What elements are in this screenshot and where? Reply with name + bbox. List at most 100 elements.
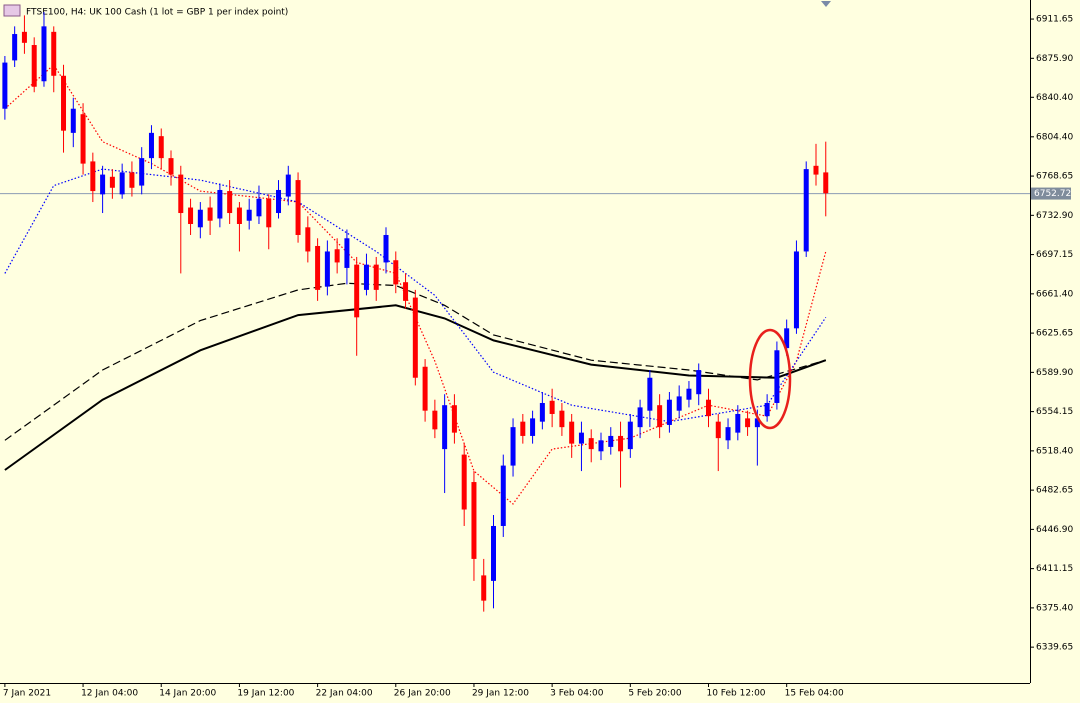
y-tick-label: 6875.90: [1036, 54, 1073, 64]
y-tick-label: 6625.65: [1036, 329, 1073, 339]
candle-body: [735, 413, 741, 433]
candle-body: [305, 227, 311, 252]
x-tick-label: 29 Jan 12:00: [472, 689, 529, 699]
candle-body: [217, 189, 223, 219]
candle-body: [647, 377, 653, 411]
current-price-box: [1031, 187, 1071, 200]
candle-body: [256, 198, 262, 217]
candle-body: [197, 209, 203, 228]
x-tick-label: 19 Jan 12:00: [237, 689, 294, 699]
candle-body: [725, 427, 731, 441]
candle-body: [41, 26, 47, 82]
chart-title: FTSE100, H4: UK 100 Cash (1 lot = GBP 1 …: [26, 8, 288, 18]
y-tick-label: 6339.65: [1036, 643, 1073, 653]
candle-body: [70, 108, 76, 133]
candle-body: [324, 251, 330, 287]
y-tick-label: 6375.40: [1036, 603, 1073, 613]
symbol-icon: [3, 4, 21, 17]
candle-body: [412, 297, 418, 378]
y-tick-label: 6518.40: [1036, 446, 1073, 456]
candle-body: [608, 435, 614, 447]
candle-body: [813, 165, 819, 175]
y-tick-label: 6661.40: [1036, 289, 1073, 299]
candle-body: [285, 174, 291, 197]
candle-body: [676, 396, 682, 411]
candle-body: [754, 418, 760, 428]
candle-body: [432, 410, 438, 430]
candle-body: [598, 440, 604, 452]
candle-body: [803, 169, 809, 252]
x-tick-label: 14 Jan 20:00: [159, 689, 216, 699]
candle-body: [481, 575, 487, 601]
candle-body: [471, 482, 477, 559]
y-tick-label: 6554.15: [1036, 407, 1073, 417]
candle-body: [793, 251, 799, 329]
candle-body: [422, 366, 428, 411]
candle-body: [539, 402, 545, 422]
candle-body: [31, 45, 37, 87]
y-tick-label: 6804.40: [1036, 132, 1073, 142]
candle-body: [618, 435, 624, 452]
y-tick-label: 6482.65: [1036, 486, 1073, 496]
candle-body: [549, 400, 555, 414]
x-tick-label: 7 Jan 2021: [3, 689, 51, 699]
x-tick-label: 5 Feb 20:00: [628, 689, 682, 699]
x-tick-label: 3 Feb 04:00: [550, 689, 604, 699]
candle-body: [774, 350, 780, 403]
candle-body: [276, 189, 282, 214]
candle-body: [129, 172, 135, 188]
candle-body: [315, 245, 321, 290]
candle-body: [491, 525, 497, 581]
highlight-ellipse: [748, 328, 792, 430]
candle-body: [666, 399, 672, 425]
candle-body: [295, 180, 301, 235]
candle-body: [657, 405, 663, 428]
candle-body: [442, 405, 448, 450]
x-tick-label: 15 Feb 04:00: [785, 689, 844, 699]
candle-body: [373, 264, 379, 290]
candle-body: [178, 174, 184, 214]
candle-body: [344, 238, 350, 268]
candle-body: [109, 176, 115, 188]
candle-body: [500, 465, 506, 526]
y-tick-label: 6446.90: [1036, 525, 1073, 535]
candle-body: [823, 172, 829, 194]
candle-body: [530, 418, 536, 436]
candle-body: [569, 421, 575, 444]
x-tick-label: 10 Feb 12:00: [706, 689, 765, 699]
x-tick-label: 26 Jan 20:00: [394, 689, 451, 699]
candle-body: [461, 454, 467, 510]
y-tick-label: 6589.90: [1036, 368, 1073, 378]
candle-body: [451, 405, 457, 433]
candle-body: [100, 174, 106, 195]
candle-body: [627, 421, 633, 450]
candle-body: [227, 191, 233, 214]
candle-body: [168, 158, 174, 175]
candle-body: [403, 282, 409, 301]
x-tick-label: 12 Jan 04:00: [81, 689, 138, 699]
x-tick-label: 22 Jan 04:00: [316, 689, 373, 699]
shift-marker: [821, 1, 831, 7]
candle-body: [393, 260, 399, 285]
y-tick-label: 6840.40: [1036, 93, 1073, 103]
candle-body: [158, 136, 164, 159]
candle-body: [139, 158, 145, 186]
candle-body: [207, 207, 213, 221]
candle-body: [119, 172, 125, 195]
candle-body: [588, 438, 594, 450]
candle-body: [21, 31, 27, 43]
ma-line: [4, 63, 827, 505]
candle-body: [715, 421, 721, 439]
y-tick-label: 6911.65: [1036, 15, 1073, 25]
y-tick-label: 6697.15: [1036, 250, 1073, 260]
y-tick-label: 6411.15: [1036, 564, 1073, 574]
candle-body: [148, 132, 154, 159]
y-tick-label: 6732.90: [1036, 211, 1073, 221]
candle-body: [363, 264, 369, 290]
candle-body: [686, 388, 692, 400]
candle-body: [12, 34, 18, 61]
candle-body: [696, 370, 702, 395]
candle-body: [578, 432, 584, 444]
